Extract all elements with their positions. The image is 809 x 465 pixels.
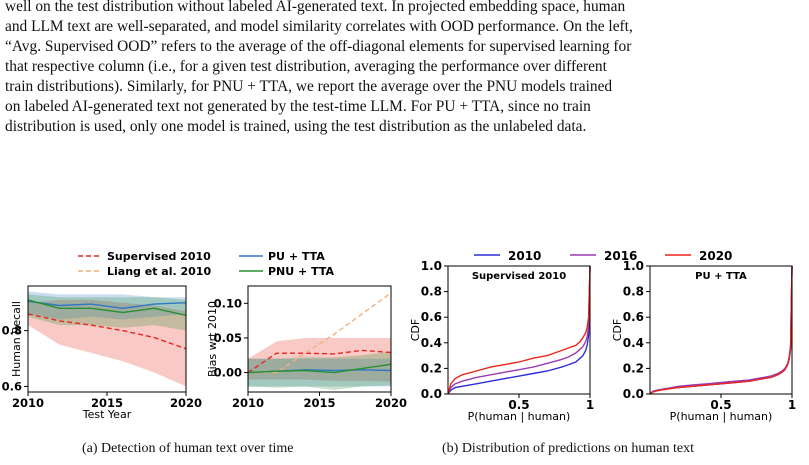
series-line-2010: [649, 265, 793, 395]
series-line-liang-et-al-2010: [248, 292, 392, 374]
paragraph-line: on labeled AI-generated text not generat…: [5, 98, 591, 115]
y-tick-label: 0.6: [623, 310, 644, 324]
series-line-2010: [447, 265, 591, 395]
x-axis-label: Test Year: [82, 408, 132, 421]
y-tick-label: 1.0: [623, 259, 644, 273]
y-tick-label: 0.00: [214, 366, 242, 380]
paragraph-line: train distributions). Similarly, for PNU…: [5, 78, 613, 95]
paragraph-line: “Avg. Supervised OOD” refers to the aver…: [5, 38, 632, 55]
y-tick-label: 0.2: [623, 361, 644, 375]
legend-label: 2010: [508, 249, 541, 263]
y-tick-label: 0.10: [214, 296, 242, 310]
series-line-2016: [649, 265, 793, 395]
x-tick-label: 2020: [375, 396, 407, 410]
plot-cdf_supervised: [444, 265, 591, 398]
paragraph-line: and LLM text are well-separated, and mod…: [5, 18, 633, 35]
legend-label: 2016: [604, 249, 637, 263]
paragraph-line: distribution is used, only one model is …: [5, 118, 587, 135]
y-tick-label: 0.0: [623, 387, 644, 401]
x-tick-label: 2015: [91, 396, 123, 410]
series-line-pnu-tta: [247, 363, 392, 374]
axes-frame: [447, 265, 591, 395]
y-axis-label: CDF: [409, 319, 422, 341]
legend-label: PNU + TTA: [268, 265, 334, 278]
x-tick-label: 0.5: [710, 398, 731, 412]
plot-bias: [244, 285, 392, 396]
legend-label: Supervised 2010: [107, 250, 211, 263]
y-tick-label: 0.6: [421, 310, 442, 324]
legend-label: PU + TTA: [268, 250, 325, 263]
x-tick-label: 2010: [12, 396, 44, 410]
y-tick-label: 0.8: [623, 285, 644, 299]
y-tick-label: 0.8: [2, 324, 22, 338]
paragraph-line: that respective column (i.e., for a give…: [5, 58, 607, 75]
x-tick-label: 0.5: [508, 398, 529, 412]
y-tick-label: 0.05: [214, 331, 242, 345]
y-axis-label: Human Recall: [10, 301, 23, 377]
series-line-pnu-tta: [27, 299, 187, 316]
x-tick-label: 2020: [170, 396, 202, 410]
series-line-2020: [649, 265, 793, 395]
plot-cdf_pu: [646, 265, 793, 398]
x-tick-label: 1: [788, 398, 796, 412]
caption-a: (a) Detection of human text over time: [82, 441, 294, 456]
series-line-pu-tta: [27, 300, 187, 310]
y-tick-label: 1.0: [421, 259, 442, 273]
legend-label: Liang et al. 2010: [107, 265, 211, 278]
y-tick-label: 0.4: [623, 336, 644, 350]
y-tick-label: 0.2: [421, 361, 442, 375]
y-axis-label: CDF: [611, 319, 624, 341]
y-tick-label: 0.8: [421, 285, 442, 299]
y-tick-label: 0.6: [2, 379, 22, 393]
plot-title: Supervised 2010: [472, 271, 566, 282]
legend-label: 2020: [699, 249, 732, 263]
y-axis-label: Bias wrt 2010: [206, 301, 219, 377]
x-tick-label: 2010: [232, 396, 264, 410]
axes-frame: [649, 265, 793, 395]
series-line-2020: [447, 265, 591, 395]
caption-b: (b) Distribution of predictions on human…: [442, 441, 694, 456]
confidence-band: [248, 358, 391, 387]
series-line-supervised-2010: [247, 349, 392, 374]
x-tick-label: 2015: [303, 396, 335, 410]
plot-recall: [24, 285, 187, 396]
series-line-2016: [447, 265, 591, 395]
paragraph-line: well on the test distribution without la…: [5, 0, 626, 15]
series-line-supervised-2010: [27, 313, 187, 350]
x-axis-label: P(human | human): [670, 410, 773, 423]
y-tick-label: 0.4: [421, 336, 442, 350]
y-tick-label: 0.0: [421, 387, 442, 401]
x-axis-label: P(human | human): [468, 410, 571, 423]
plot-title: PU + TTA: [695, 271, 747, 282]
x-tick-label: 1: [586, 398, 594, 412]
body-paragraph: well on the test distribution without la…: [5, 0, 803, 137]
